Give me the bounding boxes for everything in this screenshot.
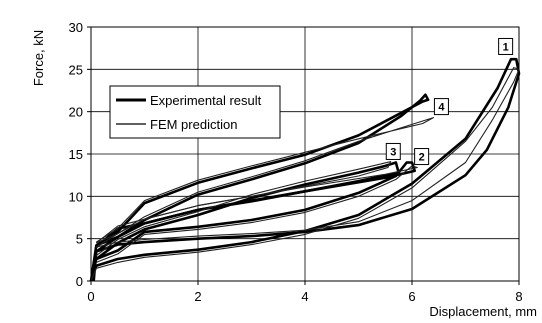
experimental-curve-4: [89, 93, 430, 282]
legend-box: [109, 85, 281, 139]
y-tick-label: 25: [69, 62, 83, 77]
case-3-box: [385, 142, 401, 160]
experimental-curve-1: [89, 57, 521, 282]
x-tick-labels: 0 2 4 6 8: [87, 289, 522, 304]
y-tick-label: 30: [69, 20, 83, 35]
case-2-box: [414, 148, 430, 166]
case-1-box: [498, 37, 514, 55]
y-tick-label: 0: [76, 274, 83, 289]
plot-border: [90, 26, 520, 282]
y-tick-label: 20: [69, 105, 83, 120]
x-tick-label: 2: [194, 289, 201, 304]
x-tick-label: 4: [301, 289, 308, 304]
case-annotations: 1 2 3 4: [385, 37, 514, 166]
fem-curve-4: [96, 117, 434, 244]
y-tick-label: 15: [69, 147, 83, 162]
case-3-label: 3: [390, 146, 396, 158]
x-tick-label: 8: [515, 289, 522, 304]
legend-label-experimental: Experimental result: [150, 93, 262, 108]
x-axis-label: Displacement, mm: [429, 304, 537, 319]
y-axis-label: Force, kN: [31, 30, 46, 86]
fem-curve-1: [90, 67, 520, 282]
legend-label-fem: FEM prediction: [150, 117, 237, 132]
legend: Experimental result FEM prediction: [109, 85, 281, 139]
fem-curve-3: [95, 161, 392, 257]
case-4-box: [433, 98, 449, 116]
series-lines: [89, 57, 521, 282]
y-tick-label: 10: [69, 189, 83, 204]
x-tick-label: 6: [408, 289, 415, 304]
y-tick-labels: 0 5 10 15 20 25 30: [69, 20, 83, 289]
case-4-label: 4: [438, 102, 445, 114]
case-1-label: 1: [503, 41, 509, 53]
case-2-label: 2: [419, 152, 425, 164]
y-tick-label: 5: [76, 232, 83, 247]
x-tick-label: 0: [87, 289, 94, 304]
experimental-curve-3: [95, 161, 400, 261]
